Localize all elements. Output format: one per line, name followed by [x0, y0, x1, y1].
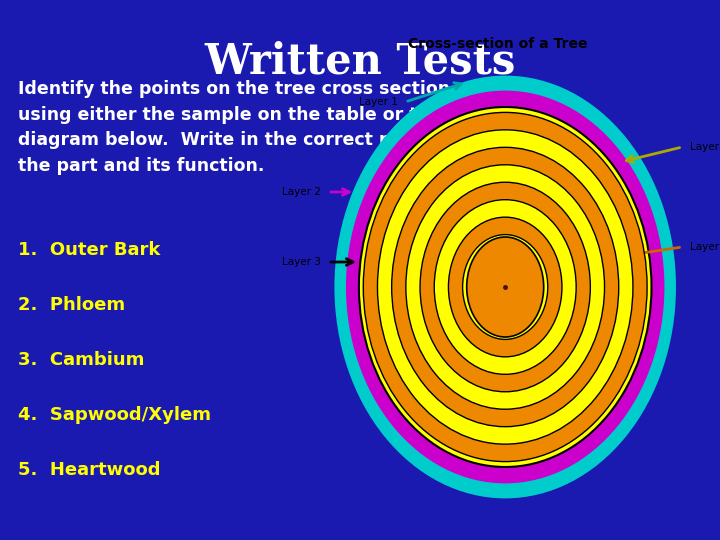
Ellipse shape	[364, 112, 647, 462]
Ellipse shape	[336, 77, 675, 497]
Text: Layer 3: Layer 3	[282, 257, 320, 267]
Text: Written Tests: Written Tests	[204, 40, 516, 82]
Ellipse shape	[467, 237, 544, 337]
Ellipse shape	[477, 252, 534, 322]
Text: 4.  Sapwood/Xylem: 4. Sapwood/Xylem	[18, 406, 211, 424]
Ellipse shape	[491, 269, 519, 305]
Text: Identify the points on the tree cross section
using either the sample on the tab: Identify the points on the tree cross se…	[18, 80, 459, 175]
Text: 2.  Phloem: 2. Phloem	[18, 296, 125, 314]
Ellipse shape	[392, 147, 618, 427]
Text: Layer 2: Layer 2	[282, 187, 320, 197]
Ellipse shape	[406, 165, 605, 409]
Ellipse shape	[420, 182, 590, 392]
Text: 5.  Heartwood: 5. Heartwood	[18, 461, 161, 479]
Text: Layer 5: Layer 5	[690, 242, 720, 252]
Ellipse shape	[463, 234, 548, 339]
Text: 1.  Outer Bark: 1. Outer Bark	[18, 241, 161, 259]
Text: Cross-section of a Tree: Cross-section of a Tree	[408, 37, 588, 51]
Text: Layer 4: Layer 4	[690, 142, 720, 152]
Ellipse shape	[347, 92, 663, 482]
Ellipse shape	[377, 130, 633, 444]
Ellipse shape	[449, 217, 562, 357]
Ellipse shape	[434, 200, 576, 374]
Text: 3.  Cambium: 3. Cambium	[18, 351, 145, 369]
Ellipse shape	[359, 107, 652, 467]
Text: Layer 1: Layer 1	[359, 97, 397, 107]
